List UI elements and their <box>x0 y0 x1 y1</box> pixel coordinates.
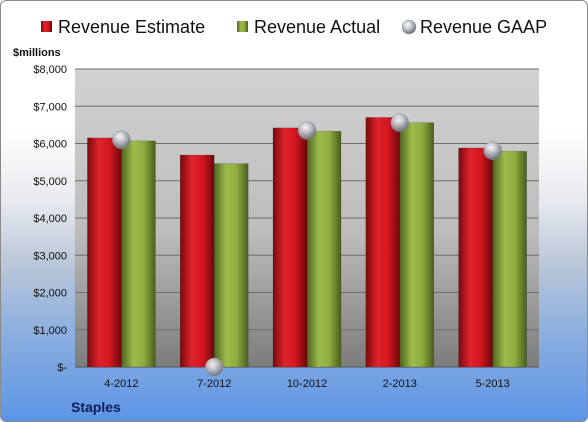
legend-label: Revenue Actual <box>254 17 380 37</box>
bar-revenue-actual <box>121 140 156 368</box>
bar-revenue-estimate <box>87 137 122 368</box>
bar-revenue-actual <box>213 163 249 368</box>
bar-revenue-estimate <box>179 154 215 368</box>
legend-swatch-revenue-gaap <box>401 19 417 35</box>
legend-label: Revenue GAAP <box>420 17 547 37</box>
bar-revenue-actual <box>306 130 342 368</box>
x-tick-label: 4-2012 <box>104 378 138 390</box>
marker-revenue-gaap <box>390 113 410 132</box>
y-axis: $- $1,000 $2,000 $3,000 $4,000 $5,000 $6,000 $7… <box>33 64 67 374</box>
x-tick-label: 5-2013 <box>475 378 509 390</box>
company-label: Staples <box>71 399 121 415</box>
y-tick-label: $4,000 <box>33 213 67 225</box>
marker-revenue-gaap <box>297 121 317 140</box>
legend-label: Revenue Estimate <box>58 17 205 37</box>
y-axis-unit-label: $millions <box>13 47 61 59</box>
marker-revenue-gaap <box>112 130 131 150</box>
legend: Revenue Estimate Revenue Actual Revenue GA… <box>41 17 547 37</box>
bar-revenue-estimate <box>365 117 401 368</box>
y-tick-label: $5,000 <box>33 176 67 188</box>
marker-revenue-gaap <box>204 357 224 377</box>
y-tick-label: $8,000 <box>33 64 67 76</box>
bar-revenue-actual <box>399 122 435 368</box>
x-axis: 4-2012 7-2012 10-2012 2-2013 5-2013 <box>104 378 509 390</box>
x-tick-label: 7-2012 <box>197 378 231 390</box>
y-tick-label: $1,000 <box>33 325 67 337</box>
bar-revenue-actual <box>492 151 527 368</box>
x-tick-label: 2-2013 <box>383 378 417 390</box>
bar-revenue-estimate <box>272 127 308 368</box>
y-tick-label: $6,000 <box>33 139 67 151</box>
legend-swatch-revenue-actual <box>237 21 248 32</box>
bar-revenue-estimate <box>458 147 493 368</box>
marker-revenue-gaap <box>483 141 502 160</box>
y-tick-label: $- <box>57 362 67 374</box>
bars <box>87 117 527 368</box>
y-tick-label: $3,000 <box>33 250 67 262</box>
x-tick-label: 10-2012 <box>287 378 327 390</box>
markers <box>112 113 502 377</box>
y-tick-label: $7,000 <box>33 101 67 113</box>
y-tick-label: $2,000 <box>33 288 67 300</box>
legend-swatch-revenue-estimate <box>41 21 52 32</box>
